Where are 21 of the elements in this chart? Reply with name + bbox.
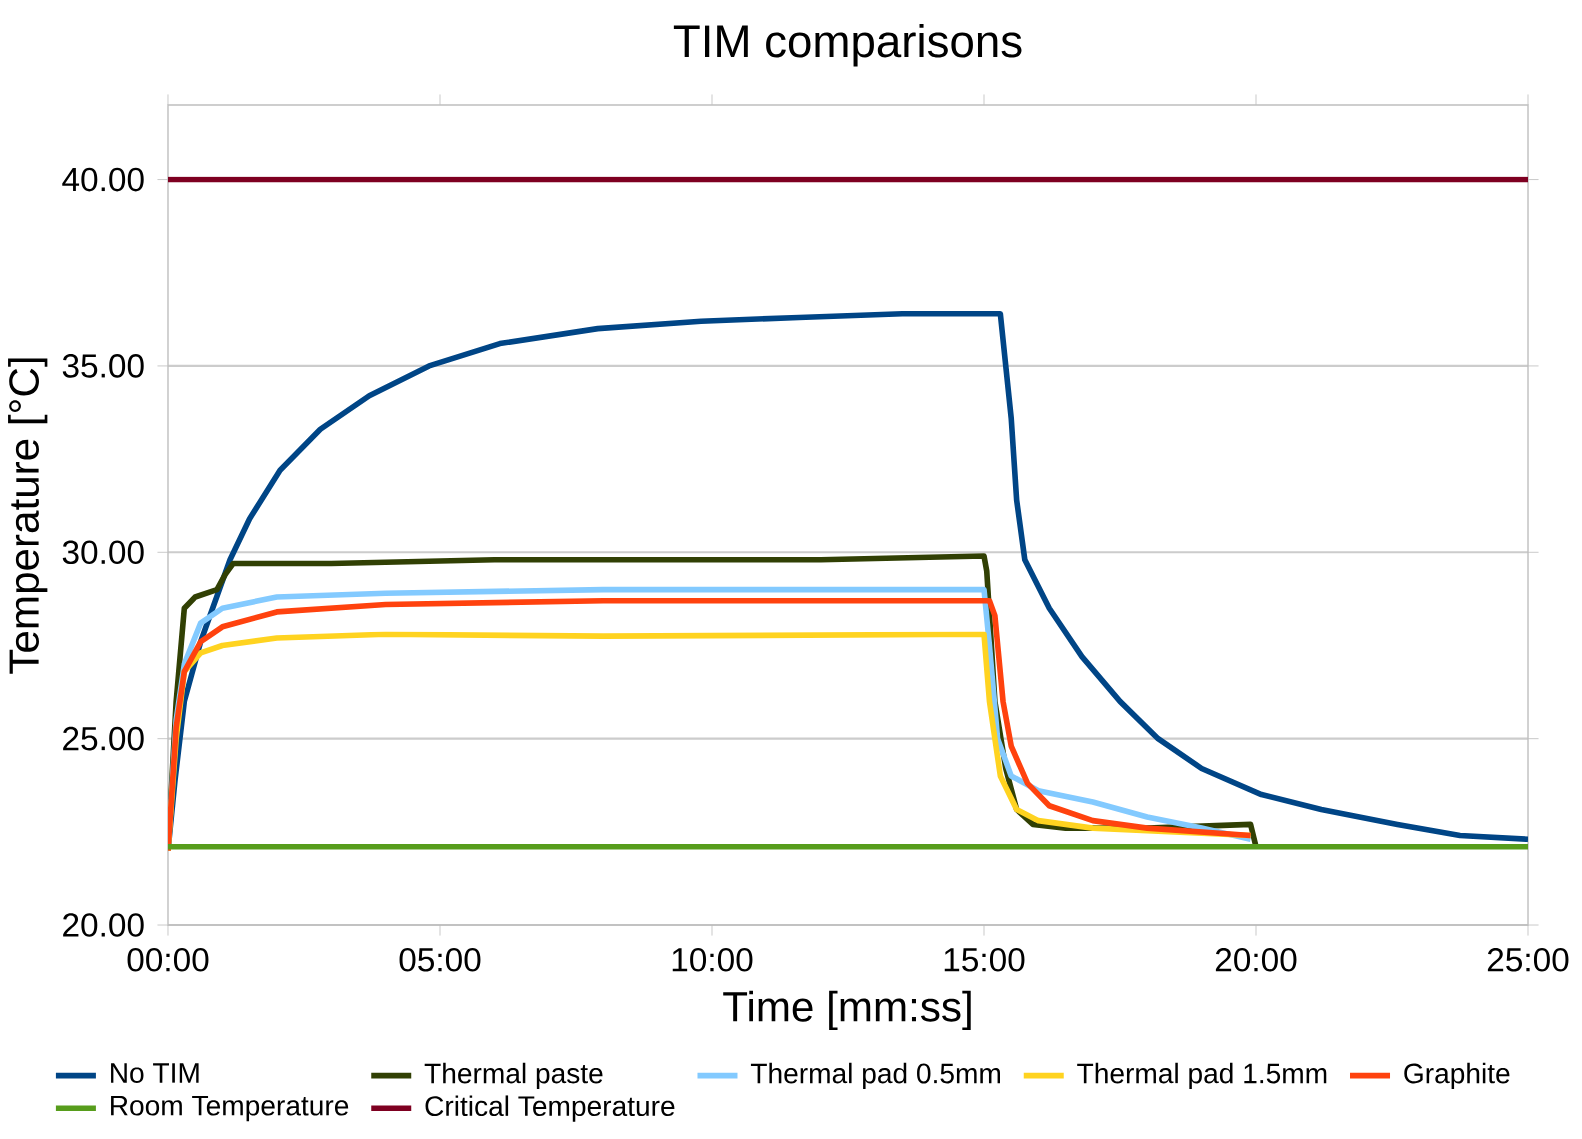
chart-title: TIM comparisons	[673, 23, 1022, 67]
legend-label: No TIM	[111, 1063, 199, 1083]
legend-label: Thermal pad 0.5mm	[750, 1062, 1000, 1089]
x-tick-label: 00:00	[127, 947, 209, 972]
x-tick-label: 10:00	[672, 947, 753, 972]
x-axis-title: Time [mm:ss]	[723, 990, 971, 1031]
y-tick-label: 25.00	[63, 726, 144, 751]
x-tick-label: 25:00	[1487, 947, 1569, 972]
y-tick-label: 30.00	[62, 540, 144, 565]
y-tick-label: 40.00	[62, 167, 144, 192]
legend-label: Room Temperature	[111, 1095, 349, 1122]
y-axis-title: Temperature [°C]	[8, 358, 48, 674]
legend-label: Thermal paste	[424, 1062, 603, 1089]
y-tick-label: 20.00	[63, 913, 144, 937]
legend-label: Thermal pad 1.5mm	[1077, 1062, 1327, 1089]
x-tick-label: 15:00	[944, 947, 1025, 972]
x-tick-label: 05:00	[399, 947, 481, 972]
legend-label: Graphite	[1404, 1062, 1510, 1089]
x-tick-label: 20:00	[1215, 947, 1297, 972]
y-tick-label: 35.00	[62, 354, 144, 378]
legend-label: Critical Temperature	[425, 1095, 675, 1122]
